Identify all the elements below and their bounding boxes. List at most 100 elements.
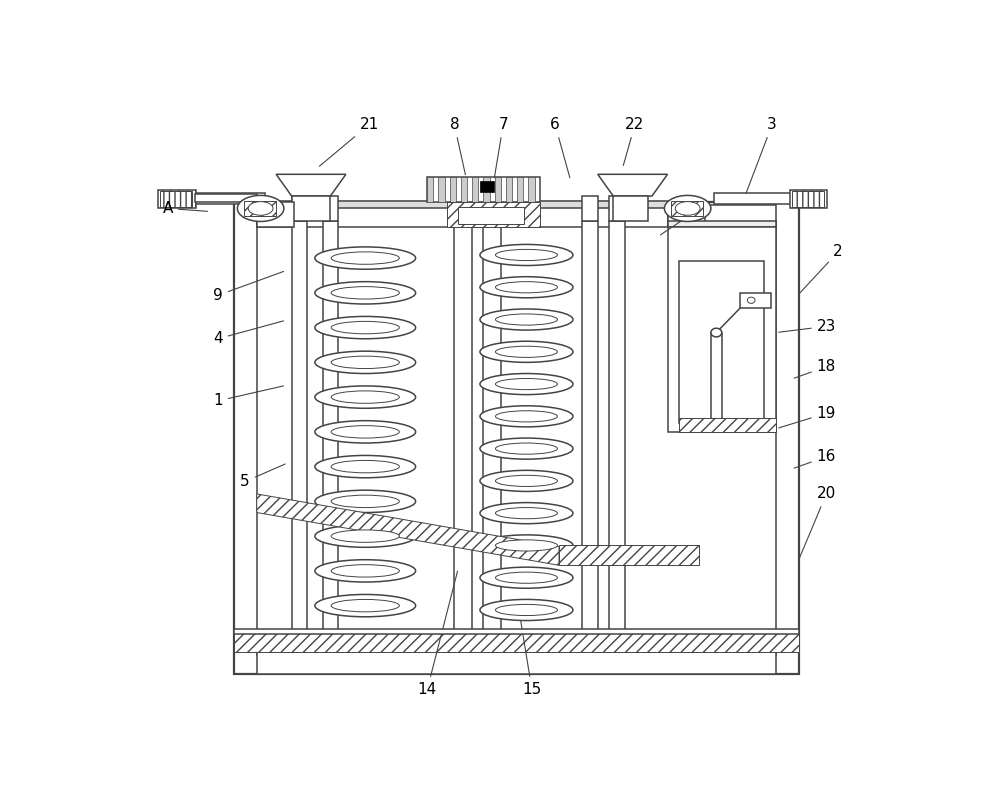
Bar bbox=[195, 193, 257, 202]
Bar bbox=[483, 221, 501, 655]
Text: 3: 3 bbox=[746, 117, 777, 193]
Ellipse shape bbox=[331, 426, 399, 438]
Text: 4: 4 bbox=[213, 321, 284, 347]
Bar bbox=[609, 196, 625, 221]
Ellipse shape bbox=[480, 405, 573, 427]
Bar bbox=[668, 202, 705, 227]
Text: 16: 16 bbox=[794, 449, 836, 468]
Ellipse shape bbox=[315, 455, 416, 478]
Ellipse shape bbox=[331, 460, 399, 473]
Bar bbox=[671, 201, 703, 216]
Bar bbox=[244, 201, 276, 216]
Bar bbox=[613, 196, 648, 221]
Bar bbox=[164, 193, 264, 204]
Bar bbox=[792, 191, 824, 207]
Bar bbox=[679, 418, 776, 432]
Text: 19: 19 bbox=[779, 405, 836, 428]
Bar bbox=[790, 189, 827, 209]
Text: 9: 9 bbox=[213, 272, 284, 303]
Bar bbox=[461, 177, 467, 202]
Text: 14: 14 bbox=[418, 571, 458, 697]
Ellipse shape bbox=[495, 572, 557, 584]
Ellipse shape bbox=[315, 351, 416, 373]
Bar bbox=[292, 196, 307, 221]
Ellipse shape bbox=[331, 356, 399, 368]
Ellipse shape bbox=[315, 559, 416, 582]
Bar bbox=[472, 177, 478, 202]
Ellipse shape bbox=[315, 421, 416, 443]
Bar bbox=[427, 177, 433, 202]
Text: 22: 22 bbox=[623, 117, 645, 165]
Ellipse shape bbox=[480, 503, 573, 524]
Text: 20: 20 bbox=[799, 486, 836, 559]
Ellipse shape bbox=[331, 322, 399, 334]
Ellipse shape bbox=[495, 347, 557, 357]
Text: 23: 23 bbox=[779, 319, 836, 334]
Bar bbox=[257, 206, 668, 227]
Ellipse shape bbox=[495, 540, 557, 551]
Ellipse shape bbox=[664, 195, 711, 222]
Ellipse shape bbox=[495, 411, 557, 422]
Bar bbox=[257, 652, 776, 674]
Ellipse shape bbox=[315, 281, 416, 304]
Bar bbox=[450, 177, 456, 202]
Ellipse shape bbox=[480, 276, 573, 297]
Ellipse shape bbox=[315, 386, 416, 409]
Ellipse shape bbox=[495, 379, 557, 389]
Ellipse shape bbox=[495, 281, 557, 293]
Bar bbox=[582, 196, 598, 221]
Bar bbox=[483, 177, 490, 202]
Bar bbox=[740, 293, 771, 308]
Bar bbox=[668, 227, 776, 432]
Bar bbox=[292, 196, 330, 221]
Bar bbox=[559, 546, 698, 565]
Ellipse shape bbox=[331, 287, 399, 299]
Bar bbox=[483, 196, 501, 221]
Ellipse shape bbox=[315, 490, 416, 513]
Bar bbox=[257, 221, 776, 655]
Ellipse shape bbox=[331, 391, 399, 403]
Ellipse shape bbox=[480, 567, 573, 588]
Bar bbox=[454, 221, 472, 655]
Text: 18: 18 bbox=[794, 359, 836, 378]
Bar bbox=[292, 221, 307, 655]
Bar bbox=[506, 177, 512, 202]
Ellipse shape bbox=[315, 595, 416, 617]
Bar bbox=[438, 177, 445, 202]
Ellipse shape bbox=[495, 476, 557, 487]
Bar bbox=[323, 221, 338, 655]
Bar bbox=[517, 177, 523, 202]
Ellipse shape bbox=[331, 251, 399, 264]
Text: 1: 1 bbox=[213, 386, 283, 409]
Bar bbox=[323, 196, 338, 221]
Text: 15: 15 bbox=[521, 621, 542, 697]
Ellipse shape bbox=[495, 443, 557, 455]
Ellipse shape bbox=[315, 317, 416, 339]
Ellipse shape bbox=[480, 373, 573, 395]
Polygon shape bbox=[276, 174, 346, 196]
Ellipse shape bbox=[331, 565, 399, 577]
Ellipse shape bbox=[480, 600, 573, 621]
Bar bbox=[668, 221, 776, 227]
Ellipse shape bbox=[675, 202, 700, 215]
Bar bbox=[234, 633, 799, 652]
Bar bbox=[257, 202, 294, 227]
Ellipse shape bbox=[480, 309, 573, 330]
Text: 17: 17 bbox=[661, 201, 710, 235]
Bar bbox=[480, 181, 494, 193]
Bar bbox=[427, 177, 540, 202]
Bar bbox=[679, 261, 764, 422]
Ellipse shape bbox=[495, 314, 557, 325]
Ellipse shape bbox=[480, 341, 573, 363]
Ellipse shape bbox=[237, 195, 284, 222]
Bar bbox=[158, 189, 196, 209]
Bar bbox=[609, 221, 625, 655]
Text: 6: 6 bbox=[550, 117, 570, 178]
Text: 21: 21 bbox=[319, 117, 379, 166]
Bar bbox=[528, 177, 535, 202]
Ellipse shape bbox=[480, 535, 573, 556]
Ellipse shape bbox=[480, 244, 573, 265]
Bar bbox=[234, 202, 799, 674]
Text: 5: 5 bbox=[240, 464, 285, 489]
Bar bbox=[582, 221, 598, 655]
